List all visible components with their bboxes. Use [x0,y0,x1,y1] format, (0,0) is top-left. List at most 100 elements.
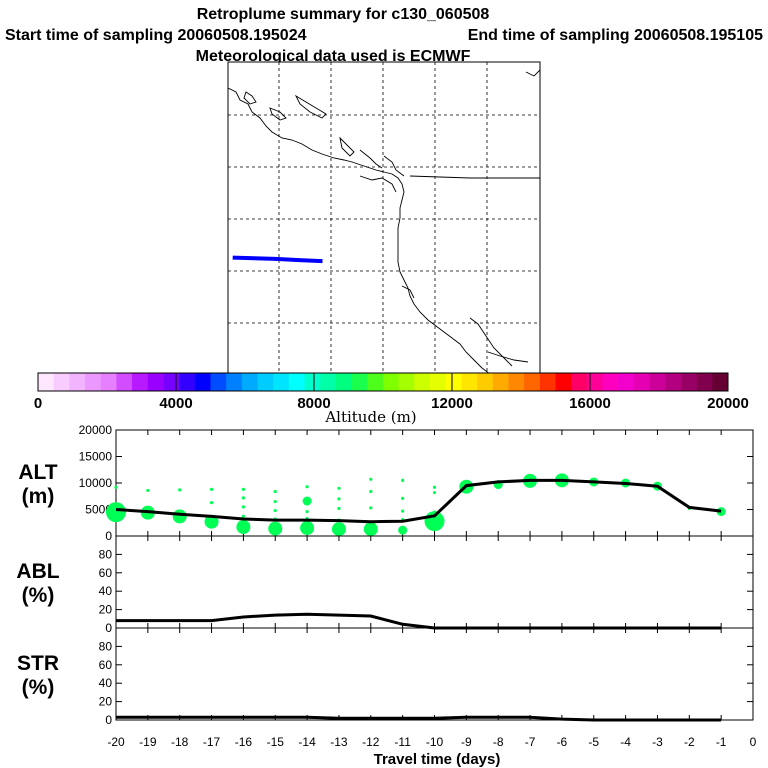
colorbar-cell-38 [633,373,651,391]
x-tick-label: -9 [461,735,472,749]
colorbar-cell-2 [69,373,86,391]
alt-bubble [401,509,405,513]
str-ytick-label: 40 [99,676,113,690]
abl-series-line [116,612,722,630]
alt-bubble [432,490,437,495]
colorbar-ticks: 0 4000 8000 12000 16000 20000 [34,373,749,412]
alt-bubble [178,488,182,492]
colorbar-cell-40 [665,373,682,391]
start-time-label: Start time of sampling 20060508.195024 [5,27,307,44]
map-frame [227,61,541,376]
colorbar-cell-6 [132,373,149,391]
x-tick-label: -14 [298,735,316,749]
alt-bubble [369,506,373,510]
alt-bubble [337,497,341,501]
colorbar-frame [37,372,729,392]
colorbar-cell-21 [367,373,384,391]
alt-panel: 0 5000 10000 15000 20000 ALT(m) [18,423,754,543]
alt-bubble [300,521,315,536]
x-tick-label: -1 [716,735,727,749]
figure-title: Retroplume summary for c130_060508 [197,6,490,23]
colorbar-cell-34 [571,373,588,391]
colorbar-cell-23 [398,373,415,391]
colorbar-cell-20 [351,373,368,391]
colorbar-cell-29 [492,373,509,391]
end-time-label: End time of sampling 20060508.195105 [468,27,763,44]
alt-label: ALT [18,461,57,484]
abl-ytick-label: 40 [99,584,113,598]
colorbar-cell-17 [304,373,321,391]
colorbar-cell-24 [414,373,431,391]
x-tick-label: 0 [750,735,757,749]
colorbar-tick-label: 16000 [569,395,611,412]
colorbar-cell-8 [163,373,180,391]
alt-bubble [209,487,214,491]
plume-track [232,255,323,264]
alt-bubble [106,502,126,523]
alt-bubble [305,485,309,489]
abl-panel: 0 20 40 60 80 ABL(%) [16,535,754,635]
colorbar-cell-12 [226,373,243,391]
colorbar-cell-14 [257,373,274,391]
alt-bubble [241,496,245,500]
x-tick-label: -5 [588,735,599,749]
abl-unit: (%) [22,584,55,607]
alt-bubble [337,486,341,490]
alt-bubble [398,525,408,535]
colorbar-cell-26 [445,373,462,391]
str-frame [115,627,754,721]
abl-ytick-label: 60 [99,566,113,580]
alt-unit: (m) [22,485,55,508]
str-panel: 0 20 40 60 80 STR(%) [17,627,754,727]
alt-series-line [115,478,722,524]
map-gridlines [228,62,540,375]
alt-bubble [401,478,405,482]
str-ytick-label: 0 [105,713,112,727]
alt-bubble [369,477,373,481]
alt-bubble [172,509,187,524]
alt-bubble [401,496,405,500]
x-tick-label: -6 [557,735,568,749]
x-tick-label: -20 [107,735,125,749]
colorbar-cell-28 [477,373,494,391]
colorbar-cell-39 [649,373,666,391]
x-tick-label: -12 [362,735,380,749]
alt-bubble [273,508,277,513]
x-tick-label: -8 [493,735,504,749]
str-ytick-label: 80 [99,639,113,653]
colorbar-cell-36 [602,373,619,391]
colorbar-cell-7 [147,373,164,391]
colorbar-cell-25 [430,373,447,391]
altitude-colorbar: 0 4000 8000 12000 16000 20000 Altitude (m) [34,372,749,426]
colorbar-cell-30 [508,373,525,391]
alt-bubble [273,489,277,494]
colorbar-tick-label: 8000 [297,395,330,412]
alt-bubble [114,485,118,489]
alt-bubble [302,496,312,506]
abl-frame [115,535,754,629]
x-tick-label: -13 [330,735,348,749]
time-series-panels: 05000100001500020000ALT(m)020406080ABL(%… [16,423,754,727]
colorbar-cell-13 [241,373,259,391]
alt-bubble [305,510,309,514]
colorbar-cell-5 [116,373,133,391]
abl-ytick-label: 20 [99,603,113,617]
x-tick-label: -19 [139,735,157,749]
colorbar-cell-27 [461,373,478,391]
str-ytick-label: 60 [99,658,113,672]
colorbar-tick-label: 4000 [159,395,192,412]
coastline [227,69,541,375]
colorbar-cell-41 [680,373,698,391]
alt-bubble [331,522,346,537]
alt-bubble [241,514,245,518]
colorbar-tick-label: 20000 [707,395,749,412]
colorbar-cell-22 [383,373,400,391]
x-tick-label: -17 [203,735,221,749]
x-tick-label: -3 [652,735,663,749]
x-axis: -20 -19 -18 -17 -16 -15 -14 -13 -12 -11 -10 -9 -8 -7-… [107,735,756,749]
alt-bubble [432,485,437,489]
x-tick-label: -10 [426,735,444,749]
colorbar-cell-42 [696,373,713,391]
colorbar-cell-4 [100,373,117,391]
colorbar-cell-31 [524,373,541,391]
